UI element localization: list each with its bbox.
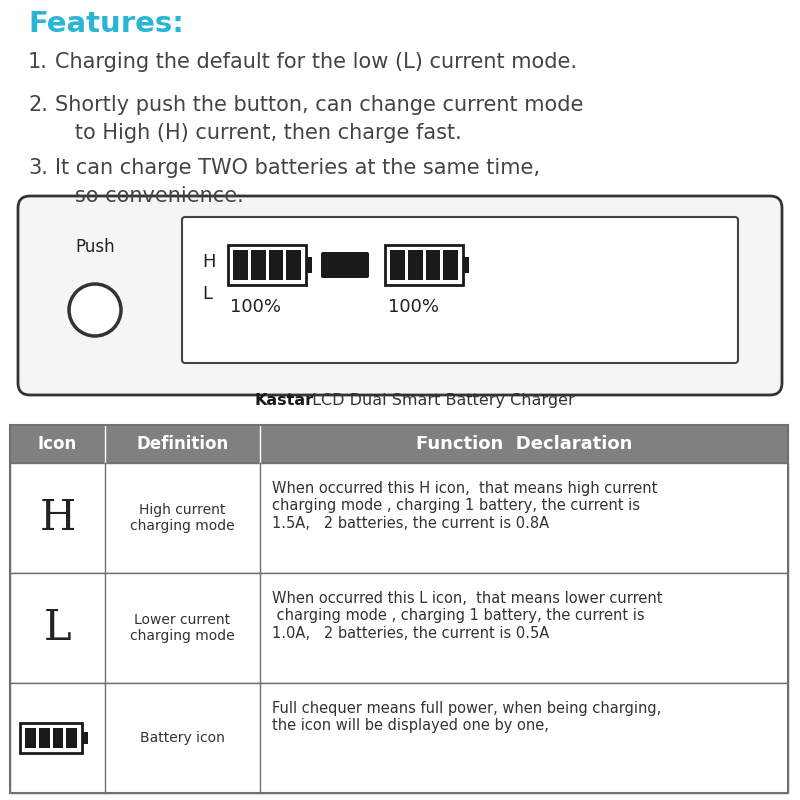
Text: Shortly push the button, can change current mode: Shortly push the button, can change curr… <box>55 95 583 115</box>
Bar <box>228 245 306 285</box>
Text: 3.: 3. <box>28 158 48 178</box>
Bar <box>53 728 63 748</box>
Text: H: H <box>39 497 76 539</box>
Bar <box>390 250 405 280</box>
Bar <box>306 258 312 273</box>
Text: Push: Push <box>75 238 115 256</box>
Text: Kastar: Kastar <box>255 393 314 408</box>
Circle shape <box>69 284 121 336</box>
Bar <box>82 732 88 744</box>
Bar <box>286 250 301 280</box>
Text: L: L <box>44 607 71 649</box>
Text: Features:: Features: <box>28 10 184 38</box>
Text: Function  Declaration: Function Declaration <box>416 435 632 453</box>
FancyBboxPatch shape <box>182 217 738 363</box>
Text: H: H <box>202 253 215 271</box>
Text: L: L <box>202 285 212 303</box>
Bar <box>10 425 788 463</box>
Text: LCD Dual Smart Battery Charger: LCD Dual Smart Battery Charger <box>307 393 574 408</box>
Text: 100%: 100% <box>230 298 281 316</box>
Text: Definition: Definition <box>136 435 229 453</box>
Text: Battery icon: Battery icon <box>140 731 225 745</box>
Bar <box>10 425 788 793</box>
Text: Icon: Icon <box>38 435 77 453</box>
Bar <box>385 245 463 285</box>
Text: to High (H) current, then charge fast.: to High (H) current, then charge fast. <box>55 123 462 143</box>
Text: It can charge TWO batteries at the same time,: It can charge TWO batteries at the same … <box>55 158 540 178</box>
Text: Charging the default for the low (L) current mode.: Charging the default for the low (L) cur… <box>55 52 577 72</box>
Bar <box>250 250 266 280</box>
Bar <box>25 728 36 748</box>
Text: High current
charging mode: High current charging mode <box>130 503 235 533</box>
Text: 1.: 1. <box>28 52 48 72</box>
FancyBboxPatch shape <box>330 255 361 273</box>
Text: 100%: 100% <box>388 298 439 316</box>
Bar <box>66 728 77 748</box>
FancyBboxPatch shape <box>321 252 369 278</box>
Text: 2.: 2. <box>28 95 48 115</box>
Bar <box>233 250 248 280</box>
Bar <box>443 250 458 280</box>
FancyBboxPatch shape <box>18 196 782 395</box>
Bar <box>10 573 788 683</box>
Bar <box>408 250 422 280</box>
Bar <box>463 258 469 273</box>
Bar <box>426 250 440 280</box>
Bar <box>20 723 82 753</box>
Text: When occurred this L icon,  that means lower current
 charging mode , charging 1: When occurred this L icon, that means lo… <box>272 591 662 641</box>
Bar <box>10 683 788 793</box>
Bar <box>38 728 50 748</box>
Text: Full chequer means full power, when being charging,
the icon will be displayed o: Full chequer means full power, when bein… <box>272 701 662 734</box>
Bar <box>269 250 283 280</box>
Text: so convenience.: so convenience. <box>55 186 244 206</box>
Text: When occurred this H icon,  that means high current
charging mode , charging 1 b: When occurred this H icon, that means hi… <box>272 481 658 531</box>
Bar <box>10 463 788 573</box>
Text: Lower current
charging mode: Lower current charging mode <box>130 613 235 643</box>
